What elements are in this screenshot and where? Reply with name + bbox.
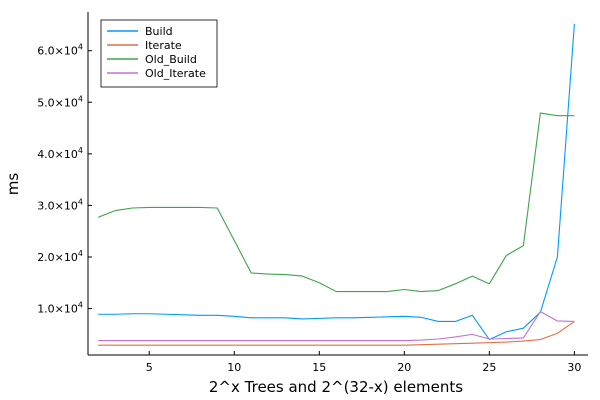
x-tick-label-20: 20 bbox=[397, 361, 411, 374]
y-tick-mantissa: 1.0×10 bbox=[37, 303, 78, 316]
y-tick-label-3: 3.0×104 bbox=[37, 197, 83, 212]
y-tick-exponent: 4 bbox=[78, 301, 83, 310]
y-tick-exponent: 4 bbox=[78, 94, 83, 103]
y-ticks: 1.0×1042.0×1043.0×1044.0×1045.0×1046.0×1… bbox=[37, 43, 92, 316]
series-line-build bbox=[98, 23, 575, 341]
y-tick-exponent: 4 bbox=[78, 197, 83, 206]
legend-label-old-iterate: Old_Iterate bbox=[145, 67, 206, 80]
y-axis-title: ms bbox=[4, 173, 22, 196]
y-tick-label-4: 4.0×104 bbox=[37, 146, 83, 161]
y-tick-mantissa: 3.0×10 bbox=[37, 199, 78, 212]
y-tick-mantissa: 6.0×10 bbox=[37, 45, 78, 58]
y-tick-exponent: 4 bbox=[78, 43, 83, 52]
y-tick-label-6: 6.0×104 bbox=[37, 43, 83, 58]
x-tick-label-10: 10 bbox=[227, 361, 241, 374]
series-layer bbox=[97, 23, 575, 346]
series-line-old-iterate bbox=[98, 311, 575, 342]
y-tick-mantissa: 5.0×10 bbox=[37, 96, 78, 109]
x-tick-label-25: 25 bbox=[482, 361, 496, 374]
x-tick-label-15: 15 bbox=[312, 361, 326, 374]
series-line-old-build bbox=[97, 112, 575, 293]
y-tick-exponent: 4 bbox=[78, 146, 83, 155]
legend-label-build: Build bbox=[145, 25, 173, 38]
y-tick-label-1: 1.0×104 bbox=[37, 301, 83, 316]
x-ticks: 5 10 15 20 25 30 bbox=[146, 351, 581, 374]
x-tick-label-5: 5 bbox=[146, 361, 153, 374]
y-tick-mantissa: 2.0×10 bbox=[37, 251, 78, 264]
y-tick-label-2: 2.0×104 bbox=[37, 249, 83, 264]
y-tick-mantissa: 4.0×10 bbox=[37, 148, 78, 161]
x-axis-title: 2^x Trees and 2^(32-x) elements bbox=[209, 378, 463, 396]
series-line-iterate bbox=[98, 321, 575, 346]
x-tick-label-30: 30 bbox=[567, 361, 581, 374]
y-tick-exponent: 4 bbox=[78, 249, 83, 258]
y-tick-label-5: 5.0×104 bbox=[37, 94, 83, 109]
legend-label-old-build: Old_Build bbox=[145, 53, 197, 66]
legend-label-iterate: Iterate bbox=[145, 39, 182, 52]
